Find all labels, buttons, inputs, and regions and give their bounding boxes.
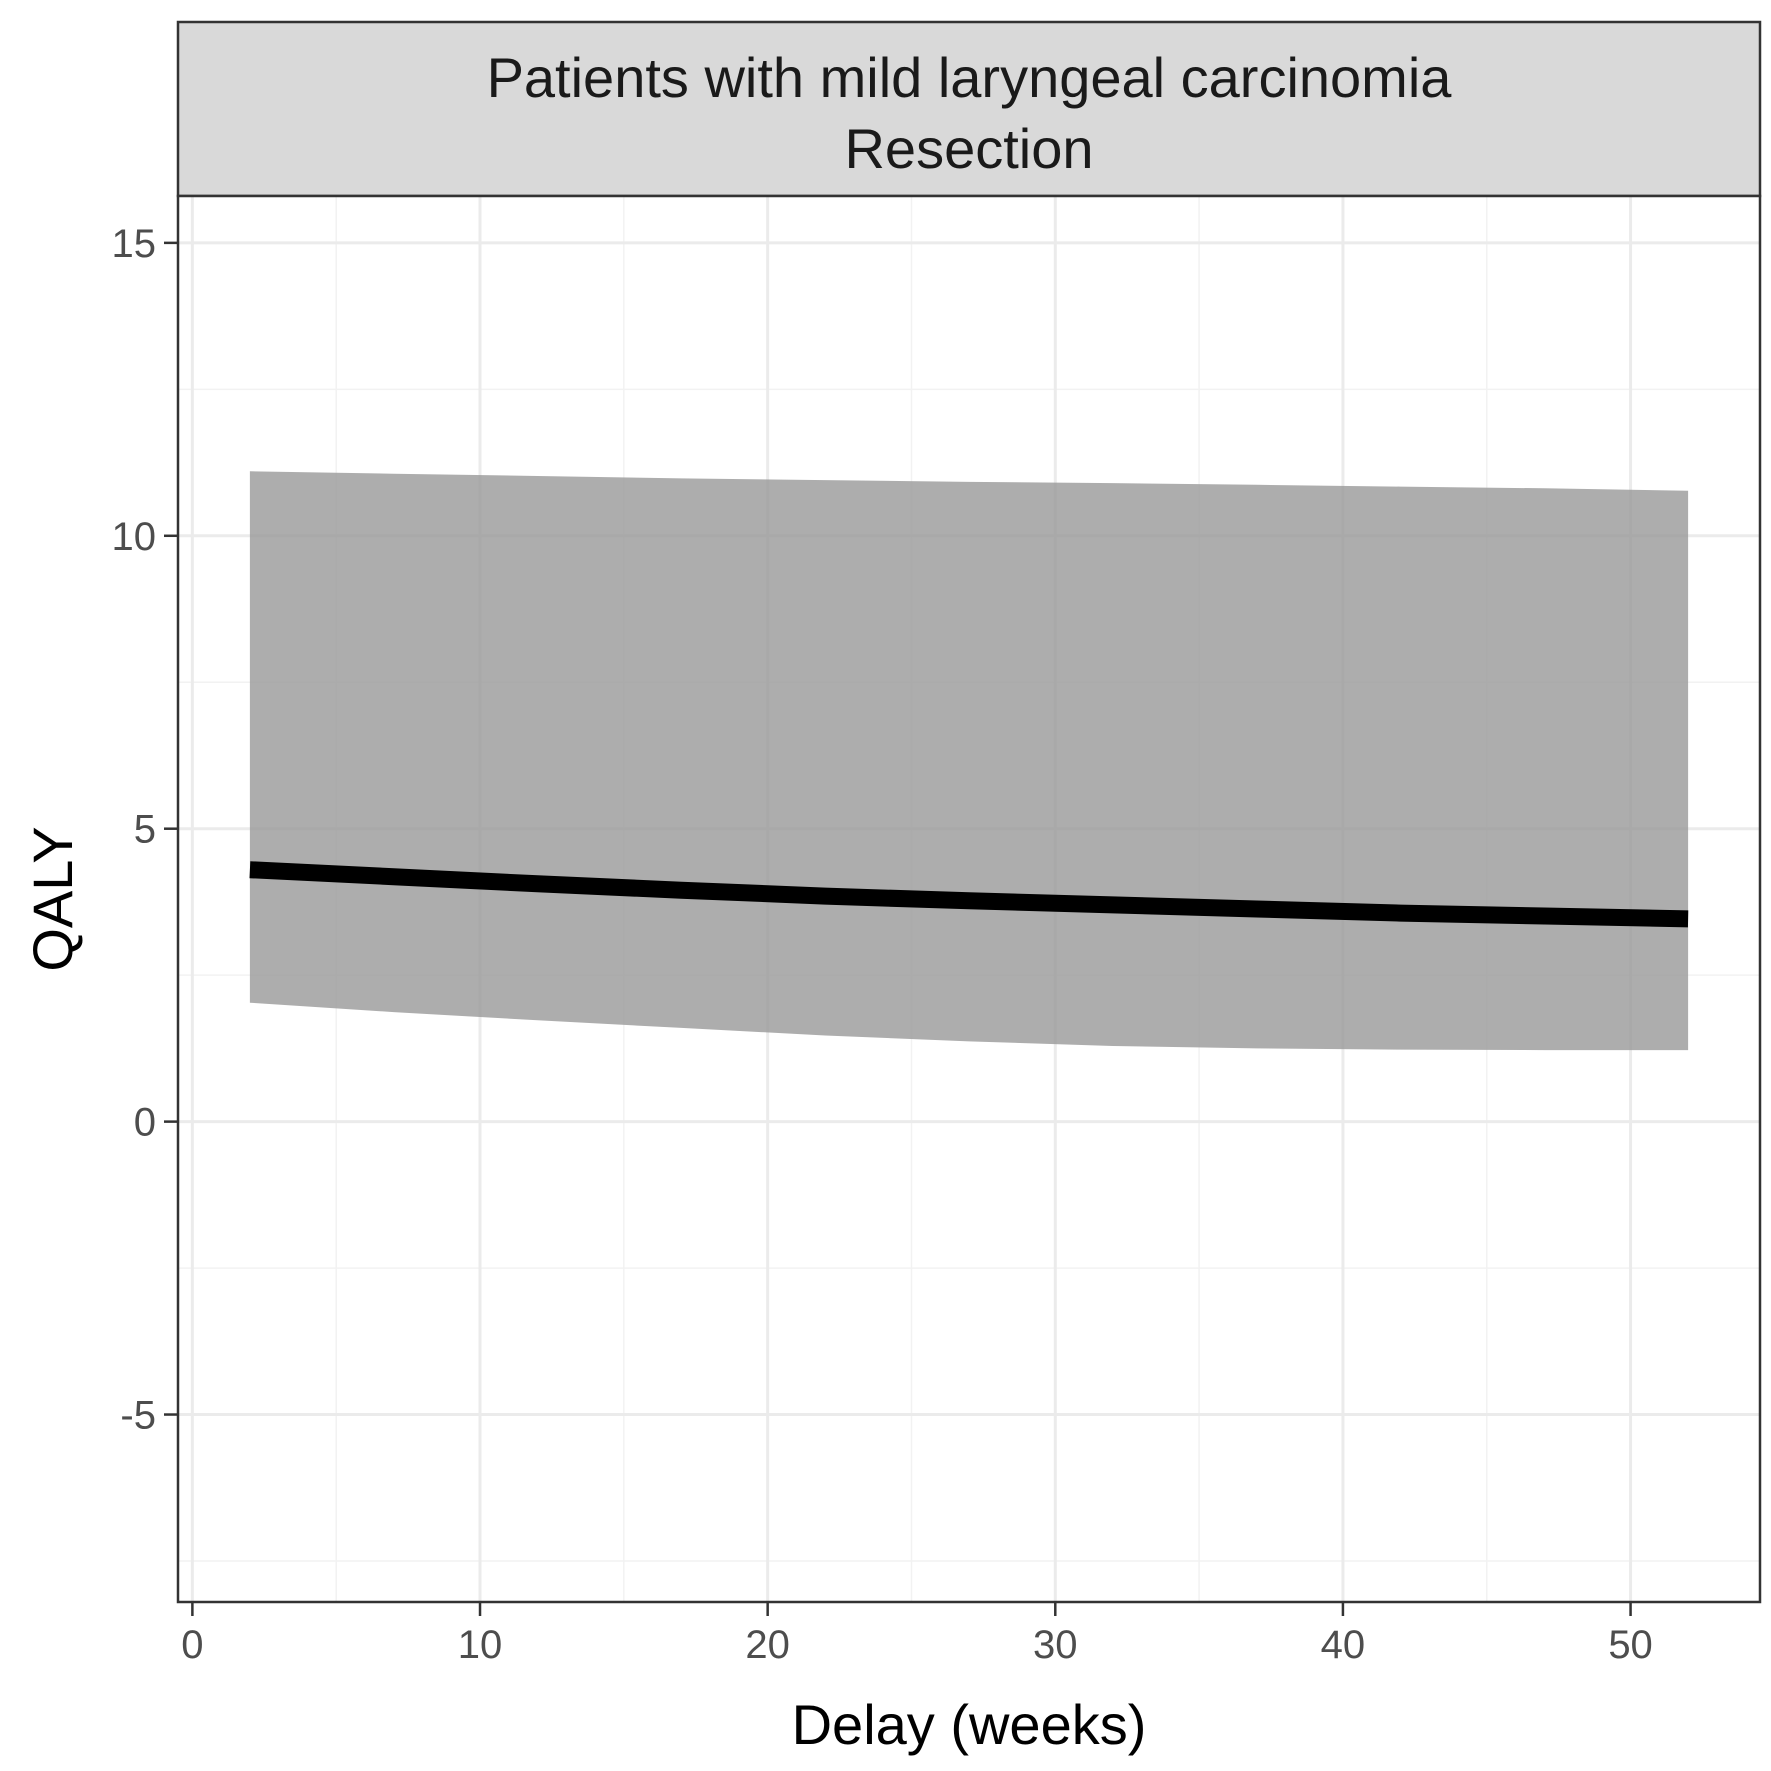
strip-background: [176, 20, 1762, 198]
confidence-band: [249, 471, 1689, 1051]
x-tick-label: 20: [745, 1623, 790, 1667]
series-layer: [249, 471, 1689, 1051]
x-axis-title: Delay (weeks): [792, 1693, 1147, 1756]
x-axis: 0 10 20 30 40 50: [181, 1602, 1653, 1667]
y-tick-label: 15: [112, 222, 157, 266]
y-axis: -5 0 5 10 15: [112, 222, 178, 1438]
y-tick-label: 10: [112, 515, 157, 559]
x-tick-label: 40: [1321, 1623, 1366, 1667]
strip-title-line-2: Resection: [844, 117, 1093, 180]
y-axis-title: QALY: [21, 826, 84, 971]
y-tick-label: -5: [120, 1394, 156, 1438]
plot-panel-border: [176, 194, 1762, 1604]
strip-title-line-1: Patients with mild laryngeal carcinomia: [487, 46, 1453, 109]
x-tick-label: 0: [181, 1623, 203, 1667]
y-tick-label: 5: [134, 808, 156, 852]
x-tick-label: 30: [1033, 1623, 1078, 1667]
series-line: [249, 861, 1689, 928]
y-tick-label: 0: [134, 1101, 156, 1145]
x-tick-label: 10: [458, 1623, 503, 1667]
x-tick-label: 50: [1608, 1623, 1653, 1667]
